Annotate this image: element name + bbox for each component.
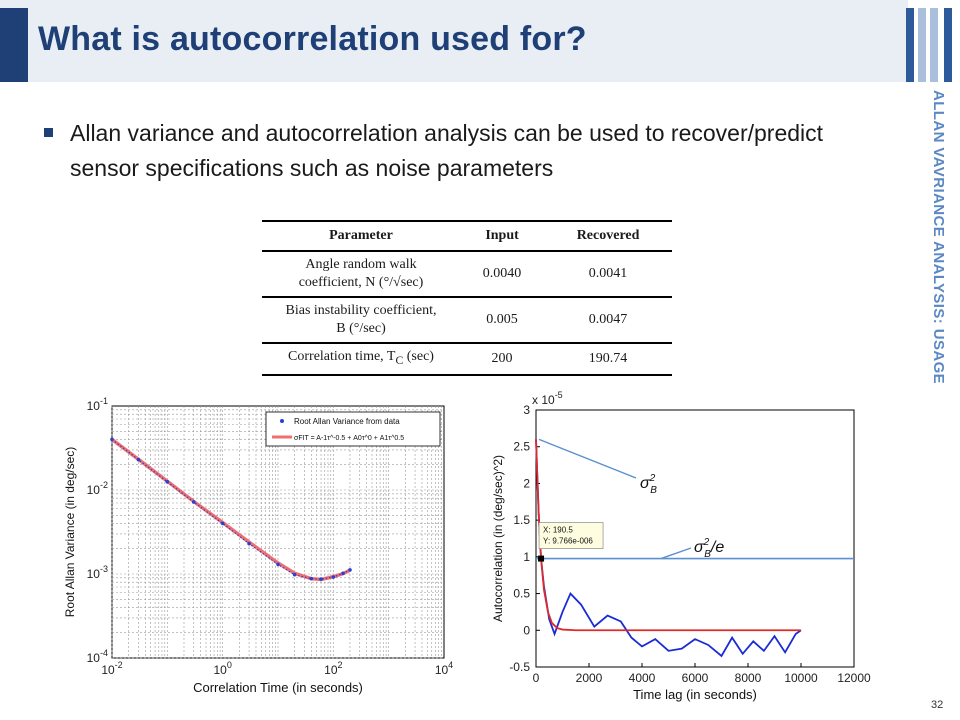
tick-label: 10-1: [87, 396, 108, 413]
deco-bar: [944, 8, 952, 82]
legend-entry: Root Allan Variance from data: [294, 417, 400, 426]
table-cell-input: 200: [491, 350, 513, 366]
param-text: Angle random walk: [305, 257, 417, 272]
table-cell-recovered: 0.0041: [544, 251, 672, 298]
param-text: B (°/sec): [336, 321, 386, 336]
y-axis-label: Root Allan Variance (in deg/sec): [63, 447, 77, 618]
tick-label: 3: [523, 403, 530, 417]
table-header-row: Parameter Input Recovered: [262, 221, 672, 252]
tick-label: 0.5: [513, 587, 530, 601]
data-point: [292, 572, 297, 577]
table-cell-input: 0.0040: [460, 251, 545, 298]
table-cell-recovered: 0.0047: [544, 297, 672, 344]
bullet-square-icon: [44, 128, 53, 137]
param-text: (sec): [403, 349, 434, 364]
tick-label: 10-3: [87, 564, 108, 581]
page-number: 32: [931, 699, 944, 711]
data-point: [220, 521, 225, 526]
datatip-box: X: 190.5 Y: 9.766e-006: [538, 522, 604, 549]
param-text: Correlation time, T: [288, 349, 396, 364]
table-header: Parameter: [262, 221, 460, 252]
param-text: coefficient, N (°/√sec): [298, 275, 424, 290]
y-multiplier-label: x 10-5: [532, 390, 563, 407]
data-point: [165, 480, 170, 484]
legend-box: [265, 411, 441, 447]
tick-label: 100: [213, 660, 231, 677]
tick-label: -0.5: [509, 660, 530, 674]
chart-legend: Root Allan Variance from data σFIT = A-1τ…: [265, 411, 441, 447]
data-point: [136, 457, 141, 462]
autocorrelation-data-line: [535, 439, 802, 658]
table-cell-parameter: Angle random walk coefficient, N (°/√sec…: [262, 251, 460, 298]
x-axis-label: Correlation Time (in seconds): [193, 680, 363, 695]
data-point: [341, 571, 345, 576]
param-text: Bias instability coefficient,: [285, 303, 437, 318]
deco-bar: [918, 8, 926, 82]
autocorrelation-chart: 0 2000 4000 6000 8000 10000 12000-0.500.511.52…: [491, 390, 871, 702]
y-axis-label: Autocorrelation (in (deg/sec)^2): [491, 455, 505, 622]
legend-entry: σFIT = A-1τ^-0.5 + A0τ^0 + A1τ^0.5: [294, 435, 404, 442]
datatip-x: X: 190.5: [543, 526, 573, 535]
tick-label: 8000: [735, 671, 762, 685]
table-header: Input: [460, 221, 545, 252]
table-row: Angle random walk coefficient, N (°/√sec…: [262, 251, 672, 298]
annotation-arrow: [538, 438, 637, 479]
tick-label: 1.5: [513, 513, 530, 527]
table-row: Bias instability coefficient, B (°/sec) …: [262, 297, 672, 344]
table-cell-parameter: Correlation time, TC (sec): [262, 343, 460, 375]
data-point: [247, 541, 251, 546]
tick-label: 4000: [629, 671, 656, 685]
tick-label: 6000: [682, 671, 709, 685]
tick-label: 10-4: [87, 648, 108, 665]
table-row: Correlation time, TC (sec) 200 190.74: [262, 343, 672, 375]
table-cell-parameter: Bias instability coefficient, B (°/sec): [262, 297, 460, 344]
data-point: [191, 500, 196, 504]
title-accent-bar: [0, 8, 28, 82]
data-point: [309, 576, 314, 581]
table-header: Recovered: [544, 221, 672, 252]
title-band: [0, 0, 908, 82]
parameter-table: Parameter Input Recovered Angle random w…: [262, 220, 672, 376]
legend-marker: [280, 419, 284, 423]
tick-label: 0: [533, 671, 540, 685]
param-subscript: C: [395, 353, 404, 367]
slide-title: What is autocorrelation used for?: [38, 20, 587, 58]
table-cell-input: 0.005: [460, 297, 545, 344]
side-label: ALLAN VAVRIANCE ANALYSIS: USAGE: [930, 90, 947, 385]
datatip-y: Y: 9.766e-006: [543, 537, 593, 546]
side-label-container: ALLAN VAVRIANCE ANALYSIS: USAGE: [930, 90, 956, 390]
bullet-text: Allan variance and autocorrelation analy…: [70, 120, 824, 181]
x-axis-label: Time lag (in seconds): [633, 687, 757, 702]
tick-label: 2000: [576, 671, 603, 685]
deco-bar: [906, 8, 914, 82]
tick-label: 10000: [784, 671, 818, 685]
datatip-background: [538, 522, 604, 549]
annotation-label: σ2 B/e: [694, 537, 724, 560]
exponential-fit-line: [535, 439, 801, 632]
annotation-arrow: [660, 547, 692, 560]
tick-label: 10-2: [87, 480, 108, 497]
tick-label: 10-2: [101, 660, 122, 677]
data-point: [110, 437, 114, 442]
datatip-marker: [538, 555, 545, 562]
tick-label: 12000: [837, 671, 871, 685]
data-point: [348, 568, 352, 572]
tick-label: 102: [324, 660, 342, 677]
tick-label: 2.5: [513, 440, 530, 454]
tick-label: 0: [523, 623, 530, 637]
deco-bar: [930, 8, 938, 82]
tick-label: 1: [523, 550, 530, 564]
allan-variance-chart: 10-2 100 102 104 10-4 10-3 10-2 10-1 Root Allan …: [63, 396, 453, 695]
data-point: [319, 577, 323, 581]
data-point: [331, 575, 336, 579]
table-cell-recovered: 190.74: [588, 350, 628, 366]
annotation-label: σ2 B: [640, 473, 657, 496]
tick-label: 104: [435, 660, 453, 677]
tick-label: 2: [523, 476, 530, 490]
data-point: [276, 562, 280, 567]
